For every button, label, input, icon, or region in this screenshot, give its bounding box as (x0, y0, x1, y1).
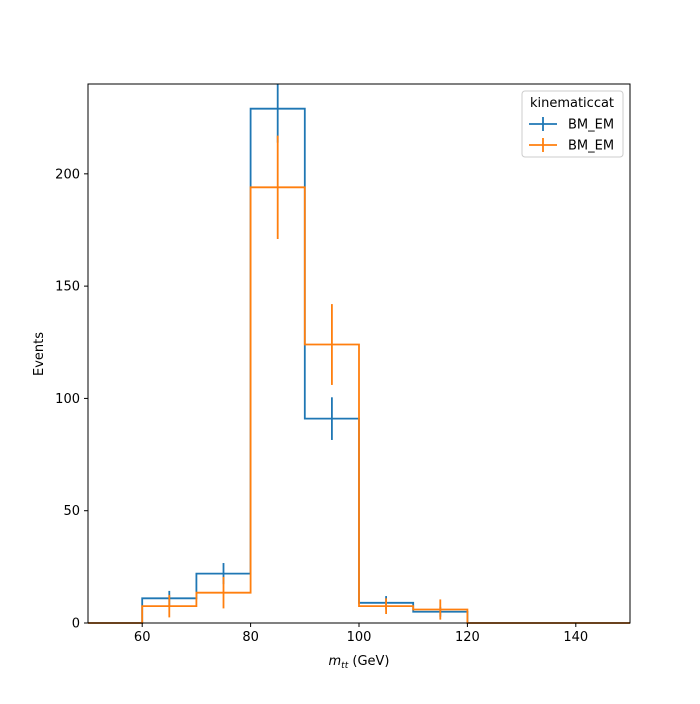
y-axis: 0 50 100 150 200 (55, 167, 88, 632)
legend-label: BM_EM (568, 118, 614, 133)
legend-title: kinematiccat (530, 96, 614, 111)
x-tick-label: 60 (134, 630, 151, 645)
x-tick-label: 100 (347, 630, 372, 645)
x-tick-label: 120 (455, 630, 480, 645)
legend-label: BM_EM (568, 139, 614, 154)
y-axis-label: Events (32, 332, 47, 376)
y-tick-label: 100 (55, 392, 80, 407)
legend-entry-2: BM_EM (529, 138, 614, 154)
y-tick-label: 200 (55, 167, 80, 182)
legend-entries: BM_EM BM_EM (529, 117, 614, 154)
x-tick-label: 140 (563, 630, 588, 645)
legend: kinematiccat BM_EM BM_EM (521, 90, 624, 158)
y-tick-label: 0 (72, 617, 80, 632)
y-tick-label: 50 (63, 504, 80, 519)
x-axis: 60 80 100 120 140 (134, 623, 588, 645)
legend-entry-1: BM_EM (529, 117, 614, 133)
x-axis-label-main: m (329, 654, 342, 669)
x-axis-label-subscript: tt (341, 661, 349, 671)
x-tick-label: 80 (242, 630, 259, 645)
x-axis-label-unit: (GeV) (348, 654, 389, 669)
x-axis-label: mtt (GeV) (329, 654, 390, 671)
legend-frame (521, 90, 624, 158)
y-tick-label: 150 (55, 280, 80, 295)
